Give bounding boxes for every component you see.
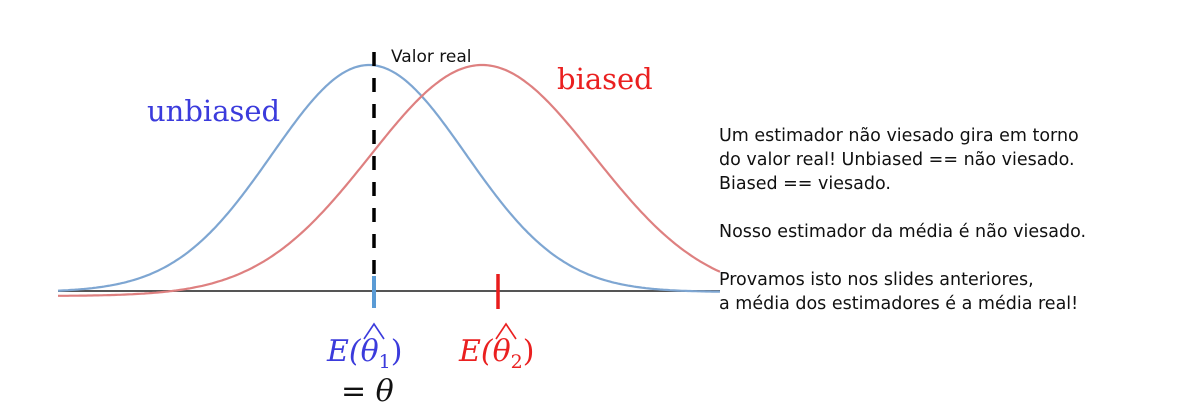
theta-1-symbol: θ	[361, 334, 379, 369]
note-line: Biased == viesado.	[719, 174, 891, 194]
expected-theta1-label: E(θ1)	[326, 322, 402, 373]
unbiased-distribution-curve	[57, 63, 721, 293]
theta-2-subscript: 2	[511, 351, 523, 373]
expected-operator-2: E(	[458, 334, 494, 369]
svg-text:E(θ2): E(θ2)	[458, 334, 534, 373]
expected-theta2-label: E(θ2)	[458, 322, 534, 373]
theta-2-symbol: θ	[493, 334, 511, 369]
explanation-notes: Um estimador não viesado gira em torno d…	[719, 124, 1189, 316]
note-line: Um estimador não viesado gira em torno	[719, 126, 1079, 146]
unbiased-label: unbiased	[147, 94, 280, 128]
hat-2-icon	[495, 322, 517, 340]
note-line: a média dos estimadores é a média real!	[719, 294, 1079, 314]
note-line: Provamos isto nos slides anteriores,	[719, 270, 1034, 290]
close-paren-2: )	[523, 334, 535, 369]
note-line: do valor real! Unbiased == não viesado.	[719, 150, 1075, 170]
biased-label: biased	[557, 62, 653, 96]
note-line: Nosso estimador da média é não viesado.	[719, 222, 1087, 242]
close-paren-1: )	[391, 334, 403, 369]
expected-operator-1: E(	[326, 334, 362, 369]
biased-distribution-curve	[58, 63, 721, 297]
equals-theta-label: = θ	[341, 374, 394, 409]
real-value-label: Valor real	[391, 47, 471, 67]
hat-1-icon	[363, 322, 385, 340]
theta-1-subscript: 1	[379, 351, 391, 373]
svg-text:E(θ1): E(θ1)	[326, 334, 402, 373]
